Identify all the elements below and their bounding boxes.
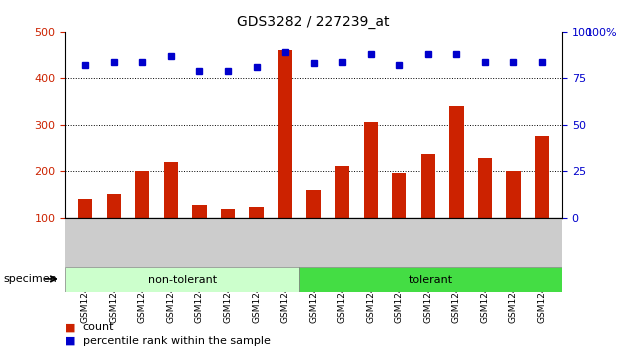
Bar bbox=[478, 158, 492, 264]
Text: tolerant: tolerant bbox=[409, 275, 453, 285]
Bar bbox=[420, 154, 435, 264]
Bar bbox=[65, 267, 299, 292]
Text: non-tolerant: non-tolerant bbox=[148, 275, 217, 285]
Bar bbox=[299, 267, 562, 292]
Text: percentile rank within the sample: percentile rank within the sample bbox=[83, 336, 271, 346]
Title: GDS3282 / 227239_at: GDS3282 / 227239_at bbox=[237, 16, 390, 29]
Bar bbox=[363, 122, 378, 264]
Bar bbox=[392, 173, 406, 264]
Bar bbox=[193, 205, 207, 264]
Bar bbox=[135, 171, 150, 264]
Text: count: count bbox=[83, 322, 114, 332]
Bar bbox=[506, 171, 520, 264]
Text: ■: ■ bbox=[65, 322, 76, 332]
Bar bbox=[278, 51, 292, 264]
Bar bbox=[250, 207, 264, 264]
Y-axis label: 100%: 100% bbox=[586, 28, 617, 38]
Bar bbox=[107, 194, 121, 264]
Bar bbox=[335, 166, 349, 264]
Bar bbox=[221, 209, 235, 264]
Bar bbox=[307, 190, 320, 264]
Text: ■: ■ bbox=[65, 336, 76, 346]
Bar bbox=[78, 199, 93, 264]
Bar bbox=[535, 136, 549, 264]
Bar bbox=[449, 106, 463, 264]
Text: specimen: specimen bbox=[3, 274, 57, 284]
Bar bbox=[164, 162, 178, 264]
